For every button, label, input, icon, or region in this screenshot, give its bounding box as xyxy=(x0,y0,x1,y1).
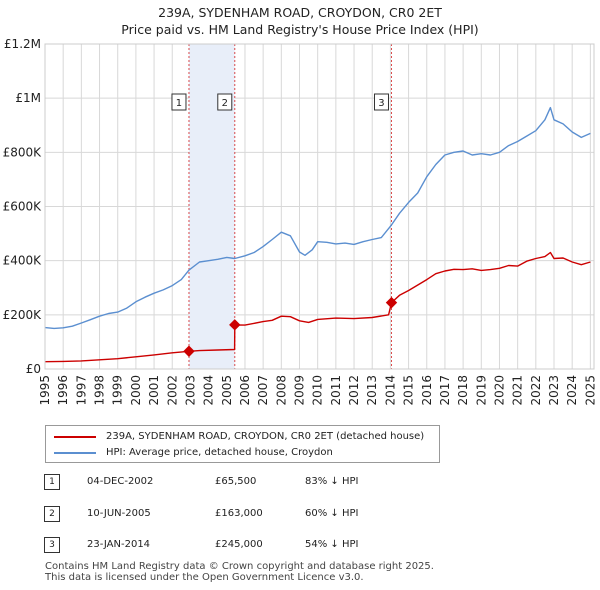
sale-point xyxy=(385,296,398,309)
x-tick-label: 2019 xyxy=(474,375,488,406)
sale-marker-box xyxy=(373,93,389,111)
table-row: 1 04-DEC-2002 £65,500 83% ↓ HPI xyxy=(40,474,420,492)
legend-label-hpi: HPI: Average price, detached house, Croy… xyxy=(106,447,333,458)
legend-label-property: 239A, SYDENHAM ROAD, CROYDON, CR0 2ET (d… xyxy=(106,431,425,442)
x-tick-label: 2013 xyxy=(365,375,379,406)
sale-number: 1 xyxy=(44,474,60,490)
sale-date: 10-JUN-2005 xyxy=(87,508,151,519)
x-tick-label: 2015 xyxy=(402,375,416,406)
x-tick-label: 2005 xyxy=(220,375,234,406)
x-tick-label: 1996 xyxy=(56,375,70,406)
x-tick-label: 2006 xyxy=(238,375,252,406)
title-line-1: 239A, SYDENHAM ROAD, CROYDON, CR0 2ET xyxy=(158,5,442,20)
x-tick-label: 2001 xyxy=(147,375,161,406)
sale-marker-label: 2 xyxy=(222,98,228,109)
legend-item-property: 239A, SYDENHAM ROAD, CROYDON, CR0 2ET (d… xyxy=(54,431,424,442)
x-tick-label: 2007 xyxy=(256,375,270,406)
x-tick-label: 2011 xyxy=(329,375,343,406)
y-tick-label: £1M xyxy=(15,91,41,105)
x-tick-label: 2012 xyxy=(347,375,361,406)
sale-marker-label: 3 xyxy=(378,98,384,109)
x-tick-label: 1995 xyxy=(38,375,52,406)
sale-point xyxy=(183,345,195,357)
x-tick-label: 1998 xyxy=(93,375,107,406)
x-tick-label: 2003 xyxy=(183,375,197,406)
axis-layer: 1995 1996 1997 1998 1999 2000 2001 2002 2003 2004… xyxy=(3,37,598,406)
y-tick-label: £1.2M xyxy=(4,37,41,51)
legend-item-hpi: HPI: Average price, detached house, Croy… xyxy=(54,447,333,458)
y-tick-label: £400K xyxy=(3,254,43,268)
x-tick-label: 1997 xyxy=(74,375,88,406)
series-line xyxy=(44,106,591,330)
sale-marker-box xyxy=(171,93,187,111)
x-tick-label: 2008 xyxy=(274,375,288,406)
sale-number: 2 xyxy=(44,506,60,522)
table-row: 3 23-JAN-2014 £245,000 54% ↓ HPI xyxy=(40,537,420,555)
x-tick-label: 2025 xyxy=(583,375,597,406)
footer-line-2: This data is licensed under the Open Gov… xyxy=(45,572,364,583)
legend-swatch-property xyxy=(54,435,96,438)
sale-date: 23-JAN-2014 xyxy=(87,539,151,550)
sale-hpi-diff: 60% ↓ HPI xyxy=(305,508,359,519)
plot-frame xyxy=(44,43,595,370)
x-tick-label: 1999 xyxy=(111,375,125,406)
y-tick-label: £200K xyxy=(3,308,43,322)
title-line-2: Price paid vs. HM Land Registry's House … xyxy=(121,22,479,37)
y-tick-label: £0 xyxy=(26,362,41,376)
x-tick-label: 2022 xyxy=(529,375,543,406)
sale-date: 04-DEC-2002 xyxy=(87,476,154,487)
chart-title: 239A, SYDENHAM ROAD, CROYDON, CR0 2ET Pr… xyxy=(0,4,600,38)
x-tick-label: 2002 xyxy=(165,375,179,406)
x-tick-label: 2020 xyxy=(492,375,506,406)
legend-swatch-hpi xyxy=(54,451,96,454)
x-tick-label: 2017 xyxy=(438,375,452,406)
price-chart: 1 2 3 1995 1996 1997 1998 1999 2000 2001 2002 2003… xyxy=(3,37,598,406)
marker-layer: 1 2 3 xyxy=(171,93,398,357)
x-tick-label: 2021 xyxy=(511,375,525,406)
footer-line-1: Contains HM Land Registry data © Crown c… xyxy=(45,561,434,572)
x-tick-label: 2010 xyxy=(311,375,325,406)
x-tick-label: 2023 xyxy=(547,375,561,406)
sale-price: £245,000 xyxy=(215,539,263,550)
shaded-period xyxy=(188,44,235,369)
x-tick-label: 2024 xyxy=(565,375,579,406)
x-tick-label: 2004 xyxy=(202,375,216,406)
x-tick-label: 2016 xyxy=(420,375,434,406)
y-tick-label: £600K xyxy=(3,200,43,214)
footer: Contains HM Land Registry data © Crown c… xyxy=(45,561,434,583)
x-tick-label: 2014 xyxy=(383,375,397,406)
sale-hpi-diff: 83% ↓ HPI xyxy=(305,476,359,487)
y-tick-label: £800K xyxy=(3,145,43,159)
table-row: 2 10-JUN-2005 £163,000 60% ↓ HPI xyxy=(40,506,420,524)
sale-hpi-diff: 54% ↓ HPI xyxy=(305,539,359,550)
x-tick-label: 2000 xyxy=(129,375,143,406)
x-tick-label: 2018 xyxy=(456,375,470,406)
sale-number: 3 xyxy=(44,537,60,553)
grid-layer xyxy=(44,43,594,370)
x-tick-label: 2009 xyxy=(293,375,307,406)
sale-marker-box xyxy=(217,93,233,111)
sale-price: £163,000 xyxy=(215,508,263,519)
sale-price: £65,500 xyxy=(215,476,257,487)
sale-marker-label: 1 xyxy=(176,98,182,109)
legend: 239A, SYDENHAM ROAD, CROYDON, CR0 2ET (d… xyxy=(45,425,440,463)
sale-point xyxy=(229,319,241,331)
